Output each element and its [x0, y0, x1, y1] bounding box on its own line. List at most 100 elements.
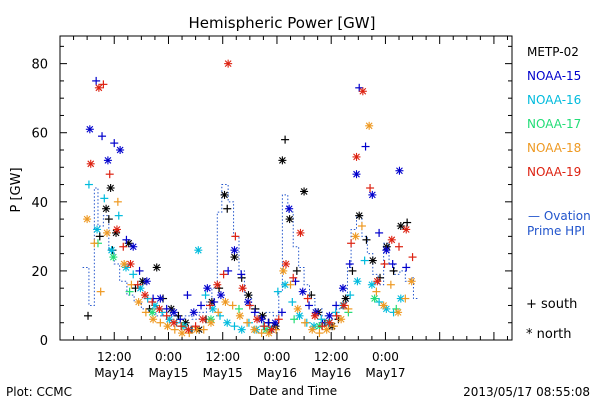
noaa-16-south-point: [273, 287, 282, 296]
noaa-19-south-point: [274, 315, 283, 324]
noaa-18-south-point: [214, 308, 223, 317]
noaa-19-south-point: [347, 239, 356, 248]
ovation-legend-line2: Prime HPI: [527, 224, 585, 238]
x-tick-date-label: May16: [311, 366, 351, 380]
noaa-16-north-point: [93, 225, 102, 234]
y-axis: 0 20 40 60 80: [31, 45, 512, 349]
noaa-18-north-point: [293, 304, 302, 313]
metp-02-south-point: [403, 218, 412, 227]
noaa-19-north-point: [358, 87, 367, 96]
noaa-15-south-point: [122, 235, 131, 244]
x-axis: 12:00 May14 0:00 May15 12:00 May15 0:00 May16 12…: [59, 36, 508, 380]
noaa-19-north-point: [169, 318, 178, 327]
y-tick-label: 20: [31, 265, 48, 280]
noaa-19-north-point: [184, 325, 193, 334]
metp-02-north-point: [355, 211, 364, 220]
chart-title: Hemispheric Power [GW]: [189, 14, 376, 32]
noaa-19-north-point: [325, 318, 334, 327]
metp-02-north-point: [396, 222, 405, 230]
metp-02-south-point: [215, 284, 224, 293]
x-tick-time-label: 0:00: [263, 350, 290, 364]
noaa-18-south-point: [344, 304, 353, 313]
noaa-18-north-point: [322, 325, 331, 334]
legend-entry-noaa-15: NOAA-15: [527, 69, 581, 83]
noaa-19-north-point: [296, 228, 305, 237]
metp-02-south-point: [174, 311, 183, 320]
noaa-19-south-point: [105, 170, 114, 179]
noaa-15-north-point: [169, 308, 178, 317]
noaa-15-north-point: [103, 156, 112, 165]
metp-02-south-point: [362, 235, 371, 244]
legend-entry-noaa-18: NOAA-18: [527, 141, 581, 155]
noaa-19-south-point: [231, 232, 240, 241]
metp-02-north-point: [300, 187, 309, 196]
noaa-18-north-point: [134, 298, 143, 306]
noaa-19-south-point: [303, 294, 312, 303]
marker-legend: + south * north: [526, 297, 577, 342]
plot-credit: Plot: CCMC: [6, 385, 72, 399]
noaa-17-south-point: [234, 304, 243, 313]
metp-02-south-point: [389, 266, 398, 275]
legend-entry-noaa-17: NOAA-17: [527, 117, 581, 131]
noaa-15-north-point: [298, 287, 307, 296]
noaa-18-south-point: [199, 325, 208, 334]
noaa-18-north-point: [365, 121, 374, 130]
noaa-18-north-point: [379, 301, 388, 310]
noaa-18-north-point: [178, 329, 187, 338]
x-tick-date-label: May16: [257, 366, 297, 380]
noaa-19-south-point: [99, 80, 108, 89]
noaa-15-north-point: [382, 246, 391, 255]
noaa-15-north-point: [142, 277, 151, 286]
noaa-15-south-point: [250, 308, 259, 317]
noaa-18-south-point: [90, 239, 99, 248]
noaa-15-north-point: [116, 146, 125, 154]
noaa-16-south-point: [288, 298, 297, 306]
metp-02-north-point: [106, 184, 115, 192]
noaa-15-south-point: [305, 301, 314, 310]
noaa-15-south-point: [135, 266, 144, 275]
noaa-19-north-point: [198, 315, 207, 324]
metp-02-south-point: [84, 311, 93, 320]
metp-02-north-point: [244, 291, 253, 300]
y-tick-label: 40: [31, 196, 48, 211]
noaa-18-north-point: [149, 315, 158, 324]
noaa-18-north-point: [235, 311, 244, 320]
noaa-16-north-point: [223, 318, 232, 327]
noaa-15-south-point: [224, 266, 233, 275]
noaa-19-north-point: [224, 59, 233, 68]
x-tick-time-label: 0:00: [155, 350, 182, 364]
noaa-16-north-point: [367, 280, 376, 289]
noaa-15-south-point: [277, 308, 286, 317]
noaa-15-north-point: [285, 204, 294, 213]
noaa-18-north-point: [337, 315, 346, 324]
noaa-18-south-point: [372, 287, 381, 296]
noaa-15-north-point: [85, 125, 94, 134]
noaa-16-south-point: [129, 270, 138, 279]
noaa-19-south-point: [162, 311, 171, 320]
noaa-16-north-point: [136, 284, 145, 293]
x-tick-date-label: May15: [148, 366, 188, 380]
ovation-hpi-line: [82, 184, 418, 320]
noaa-18-north-point: [308, 325, 317, 334]
noaa-15-north-point: [189, 308, 198, 317]
noaa-18-south-point: [156, 318, 165, 327]
ovation-step-line: [82, 184, 418, 320]
legend-entry-noaa-19: NOAA-19: [527, 165, 581, 179]
metp-02-north-point: [285, 215, 294, 224]
noaa-19-south-point: [260, 322, 269, 331]
ovation-legend-line1: — Ovation: [528, 209, 591, 223]
noaa-15-south-point: [375, 228, 384, 237]
noaa-19-south-point: [332, 311, 341, 320]
noaa-17-north-point: [148, 308, 157, 317]
noaa-19-north-point: [238, 284, 247, 293]
noaa-18-north-point: [221, 298, 230, 306]
noaa-18-north-point: [394, 308, 403, 317]
noaa-16-north-point: [295, 311, 304, 320]
noaa-15-north-point: [156, 294, 165, 303]
noaa-15-south-point: [183, 291, 192, 300]
noaa-19-north-point: [373, 277, 382, 286]
noaa-19-south-point: [119, 242, 128, 251]
noaa-16-south-point: [375, 298, 384, 306]
noaa-19-south-point: [177, 322, 186, 331]
